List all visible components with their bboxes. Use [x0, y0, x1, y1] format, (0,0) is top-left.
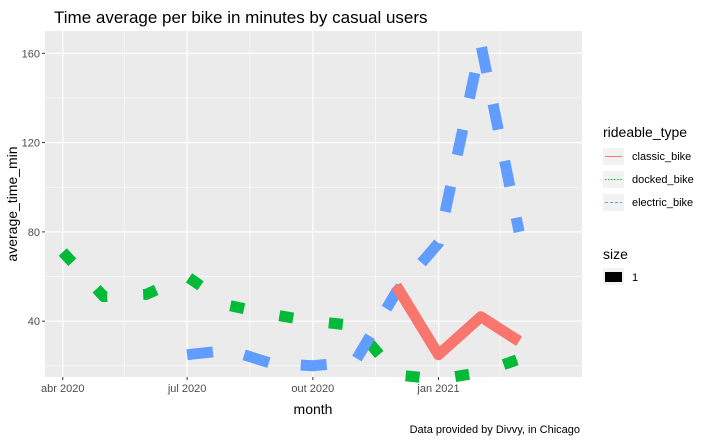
legend-label: docked_bike	[632, 174, 694, 186]
y-tick-label: 40	[28, 316, 40, 328]
x-tick-label: out 2020	[291, 383, 334, 395]
x-axis-ticks: abr 2020 jul 2020 out 2020 jan 2021	[41, 377, 460, 395]
grid	[45, 31, 582, 377]
chart-title: Time average per bike in minutes by casu…	[54, 8, 428, 27]
legend-key-background	[603, 171, 624, 188]
x-tick-label: abr 2020	[41, 383, 84, 395]
y-tick-label: 160	[22, 48, 40, 60]
y-axis-ticks: 40 80 120 160	[22, 48, 45, 328]
series-docked-bike	[58, 248, 521, 385]
legend-items: classic_bike docked_bike electric_bike	[603, 148, 694, 211]
series-line-classic-bike	[391, 282, 523, 361]
legend-label: classic_bike	[632, 151, 691, 163]
size-legend-label: 1	[632, 272, 638, 284]
size-legend-swatch	[605, 272, 622, 282]
legend-rideable-type: rideable_type classic_bike docked_bikeele…	[603, 124, 694, 211]
y-tick-label: 120	[22, 138, 40, 150]
size-legend-title: size	[603, 246, 628, 262]
legend-item-electric-bike: electric_bike	[603, 194, 693, 211]
chart-caption: Data provided by Divvy, in Chicago	[410, 424, 580, 436]
x-axis-title: month	[294, 401, 333, 417]
series-classic-bike	[391, 282, 523, 361]
y-axis-title: average_time_min	[4, 146, 20, 261]
x-tick-label: jul 2020	[167, 383, 207, 395]
legend-title: rideable_type	[603, 124, 687, 140]
legend-label: electric_bike	[632, 197, 693, 209]
x-tick-label: jan 2021	[416, 383, 459, 395]
series-line-docked-bike	[58, 248, 521, 385]
legend-item-docked-bike: docked_bike	[603, 171, 694, 188]
y-tick-label: 80	[28, 227, 40, 239]
series-layer	[58, 38, 525, 385]
series-electric-bike	[186, 38, 525, 372]
legend-key-background	[603, 194, 624, 211]
legend-item-classic-bike: classic_bike	[603, 148, 691, 165]
legend-size: size 1	[603, 246, 638, 285]
